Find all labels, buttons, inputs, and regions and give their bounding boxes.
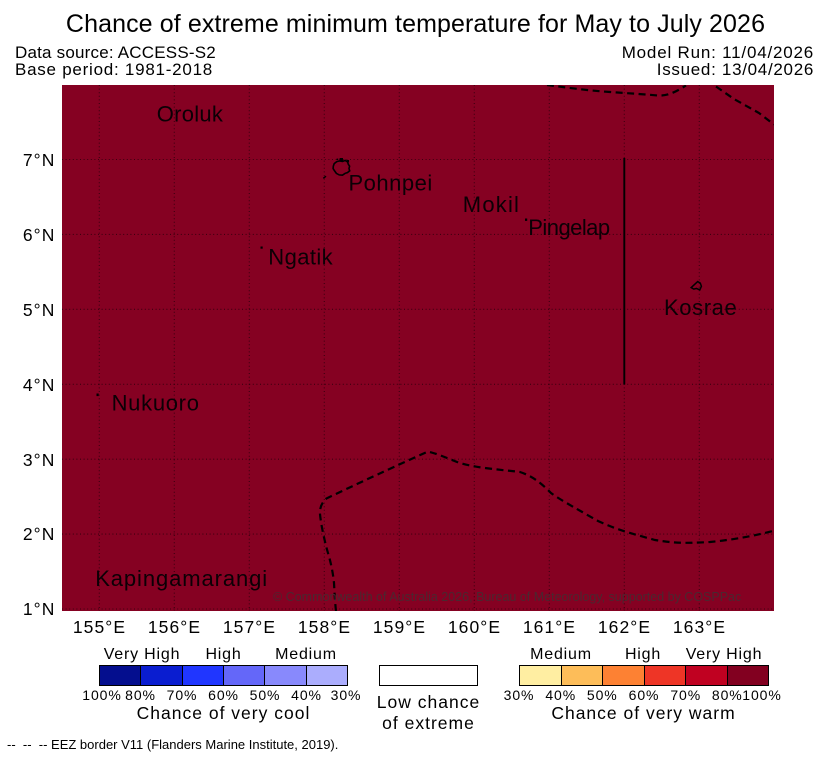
svg-text:Pingelap: Pingelap [528,215,610,240]
svg-text:© Commonwealth of Australia 20: © Commonwealth of Australia 2026, Bureau… [273,590,741,604]
svg-text:Kosrae: Kosrae [664,295,737,320]
svg-text:Pohnpei: Pohnpei [349,171,433,196]
svg-text:Nukuoro: Nukuoro [112,391,200,416]
svg-text:Mokil: Mokil [463,192,520,217]
svg-text:Oroluk: Oroluk [157,102,224,127]
svg-text:Kapingamarangi: Kapingamarangi [95,566,268,591]
svg-text:Ngatik: Ngatik [268,245,333,270]
